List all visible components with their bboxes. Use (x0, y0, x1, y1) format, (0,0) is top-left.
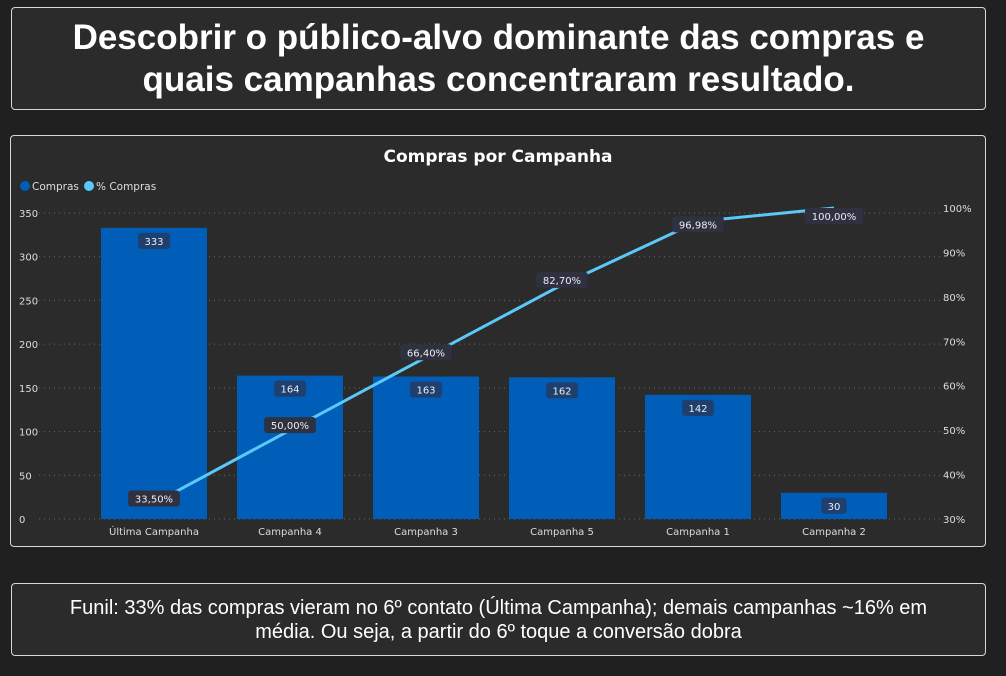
x-tick: Campanha 3 (394, 527, 458, 538)
line-data-label-bg (264, 417, 316, 434)
line-data-label: 50,00% (271, 421, 309, 432)
x-tick: Última Campanha (109, 525, 199, 538)
chart-panel: Compras por Campanha Compras % Compras 0 50 1… (10, 135, 986, 547)
line-data-label: 100,00% (812, 212, 857, 223)
line-data-label-bg (128, 490, 180, 507)
bar-data-label-bg (410, 381, 442, 398)
y-left-tick: 250 (19, 296, 38, 307)
y-right-tick: 30% (943, 515, 965, 526)
legend-label-1: % Compras (96, 181, 156, 193)
line-data-label: 82,70% (543, 276, 581, 287)
bar-data-label-bg (821, 497, 847, 514)
bar (101, 227, 207, 519)
y-left-tick: 50 (19, 471, 32, 482)
y-right-tick: 70% (943, 337, 965, 348)
bar (509, 377, 615, 519)
line-data-label-bg (672, 216, 724, 233)
y-left-tick: 150 (19, 384, 38, 395)
bar-data-label-bg (682, 399, 714, 416)
bar-data-label-bg (138, 232, 170, 249)
page-title: Descobrir o público-alvo dominante das c… (72, 17, 925, 99)
y-left-tick: 300 (19, 253, 38, 264)
x-tick: Campanha 2 (802, 527, 866, 538)
chart-title: Compras por Campanha (383, 147, 612, 167)
legend-marker-0 (20, 181, 30, 191)
bar-data-label: 164 (280, 385, 299, 396)
y-right-tick: 90% (943, 248, 965, 259)
bar-data-label-bg (274, 380, 306, 397)
bar (373, 376, 479, 519)
y-left-tick: 100 (19, 428, 38, 439)
line-data-label-bg (536, 271, 588, 288)
bar-data-label: 163 (416, 385, 435, 396)
x-tick: Campanha 1 (666, 527, 730, 538)
note-text: Funil: 33% das compras vieram no 6º cont… (69, 596, 928, 643)
bar-data-label: 333 (144, 237, 163, 248)
y-right-tick: 60% (943, 382, 965, 393)
legend-marker-1 (84, 181, 94, 191)
y-left-tick: 200 (19, 340, 38, 351)
bar-data-label: 162 (552, 386, 571, 397)
legend-label-0: Compras (32, 181, 79, 193)
line-data-label: 33,50% (135, 494, 173, 505)
line-data-label-bg (400, 344, 452, 361)
bar-data-label-bg (546, 382, 578, 399)
line-data-label: 96,98% (679, 220, 717, 231)
y-right-tick: 40% (943, 471, 965, 482)
y-right-tick: 100% (943, 204, 972, 215)
bar-data-label: 30 (828, 502, 841, 513)
bar (237, 375, 343, 519)
y-left-tick: 0 (19, 515, 25, 526)
note-panel: Funil: 33% das compras vieram no 6º cont… (11, 583, 986, 656)
y-right-tick: 50% (943, 426, 965, 437)
line-data-label: 66,40% (407, 348, 445, 359)
title-panel: Descobrir o público-alvo dominante das c… (11, 7, 986, 110)
bar-data-label: 142 (688, 404, 707, 415)
y-right-tick: 80% (943, 293, 965, 304)
x-tick: Campanha 4 (258, 527, 322, 538)
line-data-label-bg (804, 208, 864, 224)
compras-chart: Compras por Campanha Compras % Compras 0 50 1… (19, 147, 972, 538)
y-left-tick: 350 (19, 209, 38, 220)
x-tick: Campanha 5 (530, 527, 594, 538)
